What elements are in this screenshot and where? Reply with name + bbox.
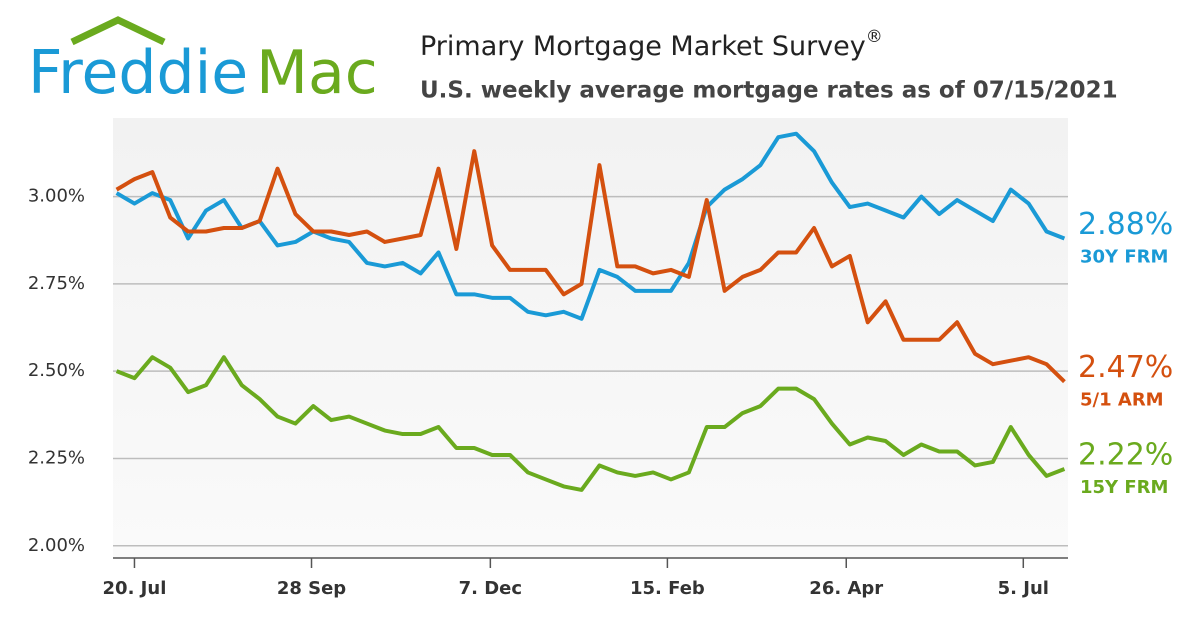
- end-value-label: 2.88%: [1078, 207, 1173, 242]
- y-tick-label: 2.75%: [28, 273, 85, 294]
- x-tick-label: 20. Jul: [103, 578, 167, 599]
- x-tick-label: 5. Jul: [998, 578, 1049, 599]
- logo-second: Mac: [256, 38, 378, 108]
- y-tick-label: 2.50%: [28, 360, 85, 381]
- chart-title: Primary Mortgage Market Survey®: [420, 27, 883, 62]
- logo: Freddie Mac: [28, 38, 378, 108]
- series-line: [115, 355, 1066, 492]
- title-text: Primary Mortgage Market Survey: [420, 31, 866, 62]
- series-line: [115, 149, 1066, 384]
- logo-first: Freddie: [28, 38, 248, 108]
- y-tick-label: 2.25%: [28, 447, 85, 468]
- end-value-label: 2.22%: [1078, 437, 1173, 472]
- x-tick-label: 28 Sep: [277, 578, 346, 599]
- logo-roof: [70, 16, 166, 46]
- legend-label: 5/1 ARM: [1080, 390, 1164, 411]
- x-tick-label: 15. Feb: [630, 578, 705, 599]
- chart-subtitle: U.S. weekly average mortgage rates as of…: [420, 78, 1118, 104]
- y-tick-label: 2.00%: [28, 535, 85, 556]
- title-mark: ®: [866, 27, 883, 47]
- y-tick-label: 3.00%: [28, 186, 85, 207]
- x-tick-label: 7. Dec: [459, 578, 522, 599]
- end-value-label: 2.47%: [1078, 350, 1173, 385]
- legend-label: 30Y FRM: [1080, 246, 1168, 267]
- legend-label: 15Y FRM: [1080, 477, 1168, 498]
- series-line: [115, 131, 1066, 321]
- x-tick-label: 26. Apr: [809, 578, 883, 599]
